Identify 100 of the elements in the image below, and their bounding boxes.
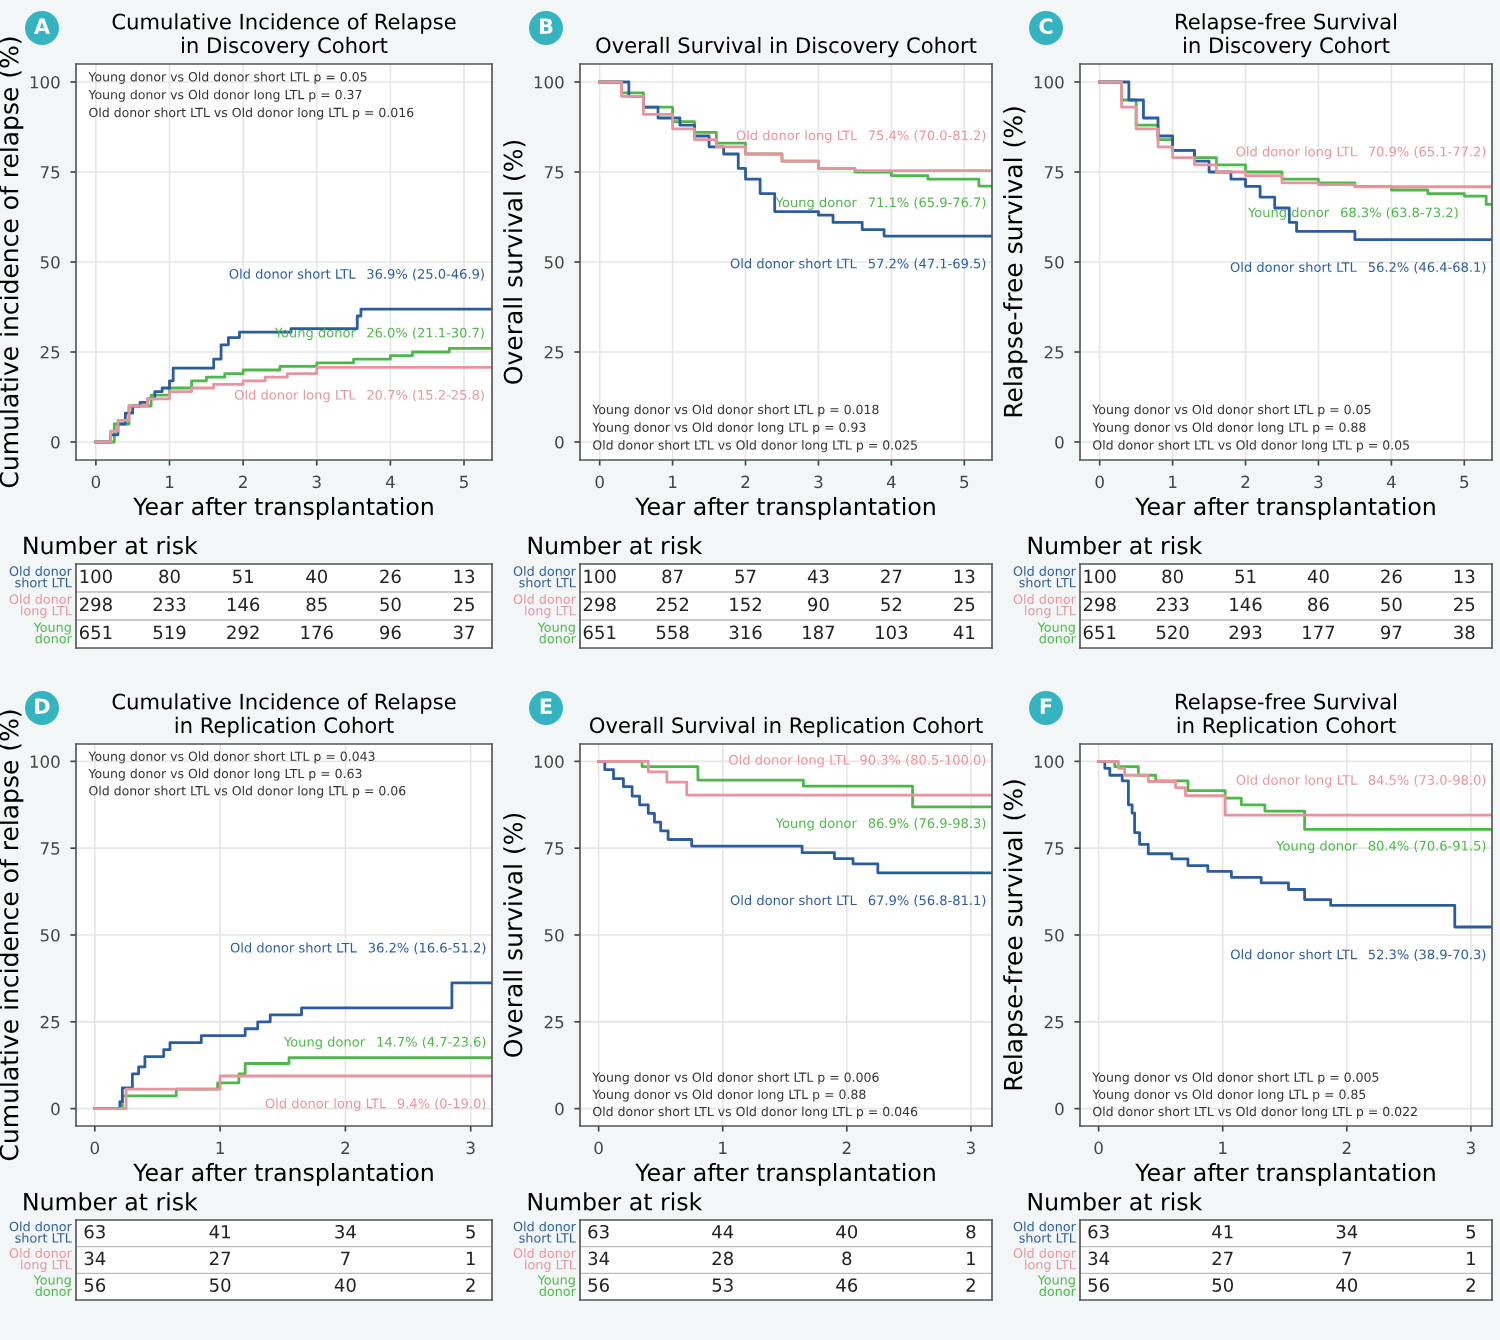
x-tick-label: 3: [814, 475, 823, 489]
text: 651: [79, 625, 112, 640]
text: 80: [159, 569, 180, 584]
text: B: [539, 18, 553, 34]
text: 152: [730, 597, 761, 612]
text: Number at risk: [528, 536, 703, 555]
y-tick-label: 75: [40, 842, 60, 855]
text: 25: [954, 597, 975, 612]
x-tick-label: 1: [216, 1141, 224, 1154]
text: 233: [153, 597, 186, 612]
y-tick-label: 0: [51, 435, 60, 449]
text: 41: [1212, 1225, 1233, 1239]
y-tick-label: 100: [534, 75, 564, 89]
text: 51: [233, 569, 253, 584]
text: 57: [735, 569, 756, 584]
text: 50: [380, 597, 401, 612]
y-tick-label: 0: [555, 1102, 564, 1116]
chart-title: Cumulative Incidence of Relapse in Discovery Cohort: [112, 13, 456, 58]
text: 25: [453, 597, 474, 612]
text: 56: [588, 1278, 609, 1292]
x-tick-label: 1: [719, 1141, 727, 1154]
y-tick-label: 25: [544, 1015, 564, 1029]
x-tick-label: 0: [1094, 1141, 1103, 1155]
text: 13: [454, 569, 475, 584]
text: Number at risk: [1028, 536, 1203, 555]
text: 8: [842, 1251, 852, 1266]
y-tick-label: 50: [1044, 255, 1064, 269]
text: 56: [84, 1278, 106, 1292]
x-tick-label: 3: [312, 475, 321, 489]
text: 298: [79, 597, 112, 612]
chart-title: Relapse-free Survival in Discovery Cohort: [1176, 13, 1396, 58]
x-tick-label: 2: [1241, 475, 1250, 488]
y-tick-label: 25: [40, 345, 60, 359]
y-axis-title: Cumulative incidence of relapse (%): [0, 37, 24, 488]
y-tick-label: 75: [40, 166, 60, 179]
text: 44: [712, 1225, 734, 1239]
x-tick-label: 2: [741, 475, 750, 488]
text: 86: [1308, 597, 1329, 612]
text: 316: [729, 625, 762, 640]
text: 51: [1235, 569, 1256, 584]
y-tick-label: 100: [1034, 755, 1064, 768]
y-tick-label: 25: [1044, 345, 1064, 359]
text: 651: [583, 625, 616, 640]
y-tick-label: 50: [1044, 928, 1064, 942]
x-tick-label: 0: [594, 1141, 603, 1155]
text: Number at risk: [1028, 1192, 1203, 1211]
y-axis-title: Relapse-free survival (%): [1003, 780, 1028, 1090]
x-tick-label: 5: [1460, 475, 1469, 489]
text: C: [1039, 18, 1053, 35]
text: 7: [1342, 1251, 1352, 1265]
text: Number at risk: [24, 536, 198, 555]
text: 2: [1466, 1278, 1475, 1292]
text: 1: [967, 1251, 975, 1265]
text: 40: [1336, 1278, 1358, 1292]
y-tick-label: 50: [40, 255, 60, 269]
y-tick-label: 0: [1055, 435, 1064, 449]
text: 252: [656, 597, 689, 612]
y-tick-label: 50: [544, 928, 564, 942]
y-tick-label: 0: [51, 1102, 60, 1116]
text: A: [34, 18, 50, 34]
text: 293: [1229, 625, 1262, 640]
x-tick-label: 0: [91, 475, 101, 489]
text: 53: [712, 1278, 733, 1292]
x-tick-label: 3: [466, 1141, 475, 1155]
x-tick-label: 3: [1466, 1141, 1475, 1155]
y-tick-label: 100: [30, 75, 60, 89]
y-tick-label: 50: [544, 255, 564, 269]
x-tick-label: 1: [166, 475, 174, 488]
text: 56: [1088, 1278, 1109, 1292]
text: 2: [966, 1278, 975, 1292]
text: 146: [1230, 597, 1262, 612]
y-tick-label: 75: [544, 166, 564, 179]
text: 34: [1336, 1224, 1358, 1239]
text: 40: [306, 569, 328, 584]
text: 90: [808, 597, 829, 612]
text: 8: [966, 1224, 976, 1239]
text: 298: [1083, 597, 1116, 612]
y-tick-label: 25: [1044, 1015, 1064, 1029]
text: Number at risk: [24, 1192, 198, 1211]
text: 50: [1212, 1278, 1233, 1292]
text: F: [1040, 698, 1052, 714]
y-tick-label: 0: [555, 435, 564, 449]
text: 25: [1454, 597, 1475, 612]
text: 519: [153, 625, 186, 640]
text: E: [540, 698, 552, 714]
x-tick-label: 1: [1169, 475, 1177, 488]
text: 87: [662, 569, 683, 584]
x-axis-title: Year after transplantation: [635, 1162, 935, 1186]
text: 34: [1088, 1251, 1110, 1266]
x-tick-label: 4: [886, 475, 896, 488]
text: 63: [84, 1224, 105, 1239]
text: 27: [1212, 1251, 1233, 1265]
text: 52: [881, 597, 902, 612]
text: Number at risk: [528, 1192, 703, 1211]
text: 50: [1381, 597, 1402, 612]
text: 1: [1467, 1251, 1475, 1265]
chart-title: Cumulative Incidence of Relapse in Replication Cohort: [112, 693, 456, 738]
text: 146: [227, 597, 260, 612]
y-axis-title: Relapse-free survival (%): [1003, 107, 1028, 417]
x-tick-label: 1: [1219, 1141, 1227, 1154]
